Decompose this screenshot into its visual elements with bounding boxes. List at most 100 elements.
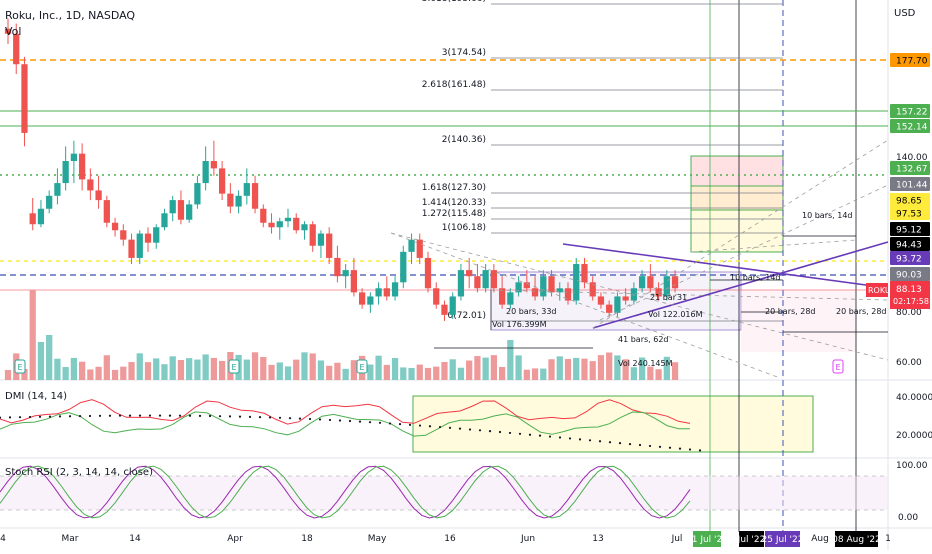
candle-body[interactable] — [46, 195, 53, 209]
measure-annotation: 10 bars, 14d — [802, 211, 853, 220]
candle-body[interactable] — [128, 239, 135, 258]
candle-body[interactable] — [531, 288, 539, 297]
candle-body[interactable] — [54, 183, 61, 196]
candle-body[interactable] — [449, 296, 456, 315]
candle-body[interactable] — [103, 200, 110, 223]
candle-body[interactable] — [136, 233, 143, 258]
candle-body[interactable] — [400, 251, 407, 283]
candle-body[interactable] — [153, 227, 160, 243]
candle-body[interactable] — [276, 221, 283, 228]
candle-body[interactable] — [342, 270, 349, 277]
volume-bar — [548, 359, 555, 380]
adx-dot — [288, 417, 292, 420]
candle-body[interactable] — [284, 217, 292, 222]
candle-body[interactable] — [317, 233, 325, 246]
candle-body[interactable] — [235, 195, 242, 207]
y-axis-label: 60.00 — [896, 358, 922, 368]
candle-body[interactable] — [630, 288, 638, 301]
candle-body[interactable] — [589, 282, 596, 297]
candle-body[interactable] — [161, 213, 168, 228]
volume-bar — [457, 367, 465, 380]
candle-body[interactable] — [375, 288, 382, 297]
candle-body[interactable] — [29, 213, 36, 225]
candle-body[interactable] — [293, 217, 300, 231]
candle-body[interactable] — [87, 179, 94, 191]
price-tag — [890, 161, 930, 175]
volume-bar — [490, 355, 498, 380]
candle-body[interactable] — [416, 239, 423, 258]
y-axis-label: 80.00 — [896, 308, 922, 318]
candle-body[interactable] — [78, 153, 86, 180]
candle-body[interactable] — [507, 292, 514, 305]
volume-bar — [309, 353, 316, 380]
candle-body[interactable] — [367, 296, 374, 305]
candle-body[interactable] — [268, 222, 275, 228]
candle-body[interactable] — [13, 33, 20, 65]
candle-body[interactable] — [556, 288, 563, 293]
candle-body[interactable] — [227, 193, 234, 207]
volume-bar — [251, 352, 259, 380]
candle-body[interactable] — [120, 230, 127, 240]
candle-body[interactable] — [408, 239, 415, 252]
candle-body[interactable] — [251, 183, 259, 209]
candle-body[interactable] — [144, 233, 152, 243]
candle-body[interactable] — [573, 264, 580, 301]
candle-body[interactable] — [334, 257, 341, 277]
candle-body[interactable] — [350, 270, 358, 293]
candle-body[interactable] — [218, 168, 226, 194]
candle-body[interactable] — [523, 282, 530, 289]
candle-body[interactable] — [457, 270, 465, 297]
candle-body[interactable] — [433, 288, 440, 305]
candle-body[interactable] — [540, 276, 547, 297]
candle-body[interactable] — [260, 208, 267, 223]
candle-body[interactable] — [243, 183, 250, 196]
candle-body[interactable] — [441, 304, 448, 315]
candle-body[interactable] — [62, 161, 69, 184]
price-tag — [890, 237, 930, 251]
adx-dot — [358, 420, 362, 423]
candle-body[interactable] — [474, 276, 481, 289]
volume-bar — [317, 360, 325, 380]
candle-body[interactable] — [383, 288, 390, 297]
candle-body[interactable] — [597, 296, 605, 305]
x-axis-label: Apr — [227, 534, 243, 544]
candle-body[interactable] — [391, 282, 399, 297]
adx-dot — [238, 415, 242, 418]
candle-body[interactable] — [614, 296, 621, 313]
candle-body[interactable] — [70, 153, 78, 162]
candle-body[interactable] — [606, 304, 613, 313]
candle-body[interactable] — [37, 208, 45, 225]
candle-body[interactable] — [671, 276, 679, 289]
candle-body[interactable] — [663, 276, 670, 297]
candle-body[interactable] — [186, 204, 193, 220]
candle-body[interactable] — [482, 270, 489, 289]
candle-body[interactable] — [169, 200, 176, 214]
adx-dot — [438, 425, 442, 429]
candle-body[interactable] — [548, 276, 555, 293]
candle-body[interactable] — [466, 270, 473, 277]
candle-body[interactable] — [622, 296, 629, 301]
candle-body[interactable] — [647, 276, 654, 289]
candle-body[interactable] — [202, 161, 209, 184]
candle-body[interactable] — [424, 257, 432, 289]
candle-body[interactable] — [498, 288, 506, 305]
candle-body[interactable] — [326, 233, 333, 258]
candle-body[interactable] — [490, 270, 498, 289]
candle-body[interactable] — [95, 190, 102, 201]
candle-body[interactable] — [194, 183, 201, 205]
candle-body[interactable] — [21, 64, 28, 133]
candle-body[interactable] — [309, 224, 316, 246]
candle-body[interactable] — [4, 28, 12, 34]
candle-body[interactable] — [210, 161, 218, 169]
candle-body[interactable] — [358, 292, 366, 305]
candle-body[interactable] — [638, 276, 646, 289]
candle-body[interactable] — [301, 224, 308, 231]
volume-bar — [449, 359, 456, 380]
x-axis-label: May — [368, 534, 387, 544]
candle-body[interactable] — [177, 200, 185, 220]
candle-body[interactable] — [564, 288, 572, 301]
candle-body[interactable] — [515, 282, 522, 293]
candle-body[interactable] — [111, 222, 119, 231]
candle-body[interactable] — [581, 264, 588, 283]
